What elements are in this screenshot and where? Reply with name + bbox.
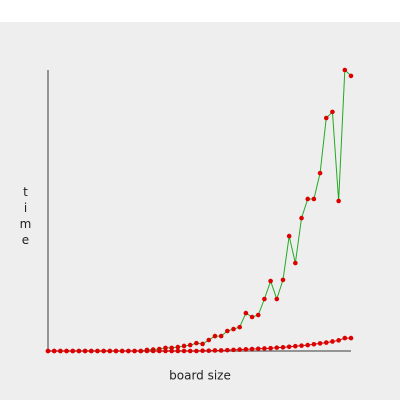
point [45,348,51,354]
x-axis-label: board size [169,369,231,383]
point [243,310,249,316]
point [336,198,341,204]
point [317,170,323,176]
point [51,348,57,354]
point [169,348,174,354]
point [286,344,292,350]
point [317,341,323,346]
point [107,348,113,354]
point [132,348,137,354]
point [323,115,329,121]
point [237,324,242,330]
point [243,347,249,352]
point [249,314,255,320]
point [342,67,348,73]
point [286,233,292,239]
point [194,340,199,346]
point [212,333,218,339]
point [305,342,311,348]
point [342,335,348,341]
point [218,348,224,353]
point [150,348,156,354]
point [262,296,267,302]
y-axis-label: time [19,185,33,249]
point [262,346,267,351]
point [299,343,304,348]
point [101,348,106,354]
point [64,348,69,354]
panel [0,22,400,400]
point [206,337,212,343]
point [293,260,298,266]
point [268,278,273,284]
point [187,342,193,348]
point [311,196,317,202]
point [206,348,212,354]
point [82,348,88,354]
point [187,348,193,354]
point [231,347,236,353]
point [249,346,255,352]
point [163,348,168,354]
point [268,345,273,351]
point [175,344,181,350]
point [280,277,286,283]
point [348,73,354,79]
point [255,346,261,352]
point [88,348,94,354]
point [126,348,131,354]
point [144,348,150,354]
point [200,348,205,354]
point [175,348,181,354]
point [225,328,230,334]
point [58,348,63,354]
point [181,348,187,354]
point [95,348,100,354]
point [299,215,304,221]
point [348,335,354,341]
point [237,347,242,352]
point [274,345,280,350]
point [76,348,82,354]
point [305,196,311,202]
point [274,296,280,302]
point [138,348,144,354]
point [181,343,187,349]
point [255,312,261,318]
point [200,341,205,347]
point [70,348,76,354]
point [336,338,341,343]
point [225,347,230,353]
point [330,339,335,344]
point [119,348,125,354]
point [280,345,286,350]
point [218,333,224,339]
point [293,343,298,349]
point [323,340,329,345]
point [194,348,199,354]
point [311,341,317,347]
point [330,109,335,115]
point [231,326,236,332]
point [113,348,119,354]
point [157,348,162,354]
point [212,348,218,353]
